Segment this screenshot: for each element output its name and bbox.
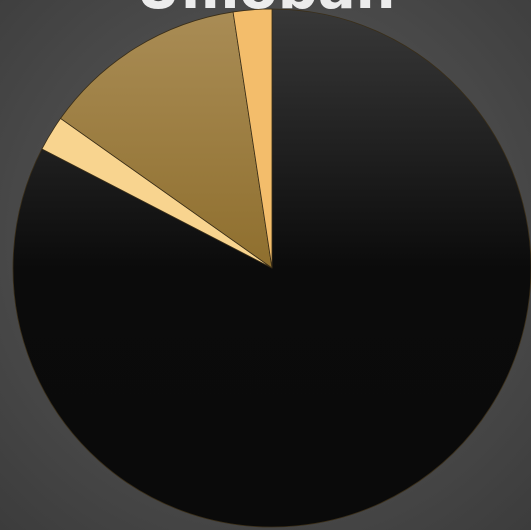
pie-slices [12, 8, 531, 528]
pie-slice-4 [232, 8, 273, 269]
pie-slice-3 [60, 11, 273, 269]
